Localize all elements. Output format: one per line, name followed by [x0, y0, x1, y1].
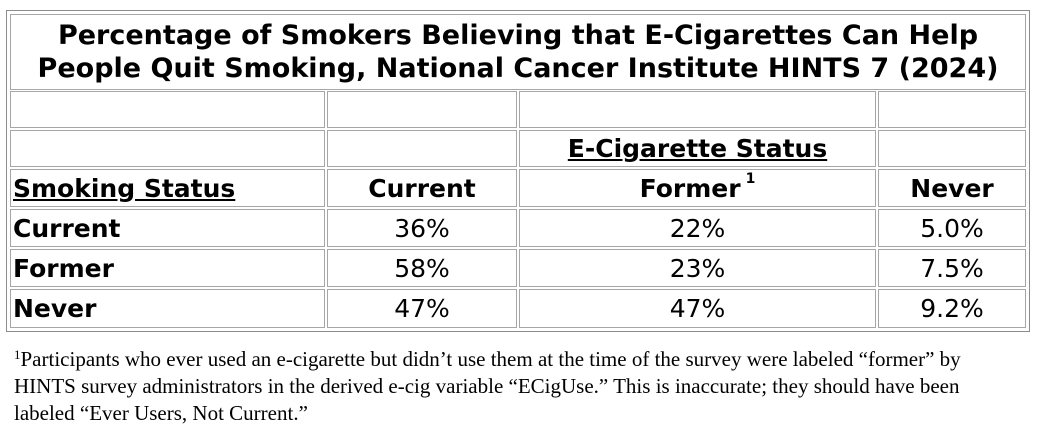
empty-cell — [10, 91, 325, 128]
title-line-2: People Quit Smoking, National Cancer Ins… — [37, 53, 999, 84]
table-cell: 58% — [327, 249, 517, 287]
footnote-text: Participants who ever used an e-cigarett… — [14, 347, 961, 425]
empty-cell — [878, 91, 1026, 128]
row-label-never: Never — [10, 289, 325, 328]
row-label-former: Former — [10, 249, 325, 287]
footnote-marker: 1 — [745, 171, 756, 187]
table-cell: 47% — [327, 289, 517, 328]
e-cigarette-status-header: E-Cigarette Status — [519, 130, 876, 167]
table-cell: 7.5% — [878, 249, 1026, 287]
table-cell: 9.2% — [878, 289, 1026, 328]
table-title: Percentage of Smokers Believing that E-C… — [10, 14, 1026, 90]
data-table: Percentage of Smokers Believing that E-C… — [6, 10, 1030, 332]
column-header-never: Never — [878, 169, 1026, 207]
column-header-current: Current — [327, 169, 517, 207]
empty-cell — [327, 91, 517, 128]
table-cell: 5.0% — [878, 209, 1026, 247]
table-cell: 47% — [519, 289, 876, 328]
empty-cell — [519, 91, 876, 128]
row-label-current: Current — [10, 209, 325, 247]
column-header-former-label: Former — [639, 173, 741, 203]
table-cell: 36% — [327, 209, 517, 247]
footnote: 1Participants who ever used an e-cigaret… — [14, 346, 1024, 427]
empty-cell — [10, 130, 325, 167]
empty-cell — [327, 130, 517, 167]
smoking-status-header: Smoking Status — [10, 169, 325, 207]
table-cell: 23% — [519, 249, 876, 287]
title-line-1: Percentage of Smokers Believing that E-C… — [57, 20, 979, 51]
table-cell: 22% — [519, 209, 876, 247]
footnote-number: 1 — [14, 347, 21, 362]
empty-cell — [878, 130, 1026, 167]
column-header-former: Former 1 — [519, 169, 876, 207]
